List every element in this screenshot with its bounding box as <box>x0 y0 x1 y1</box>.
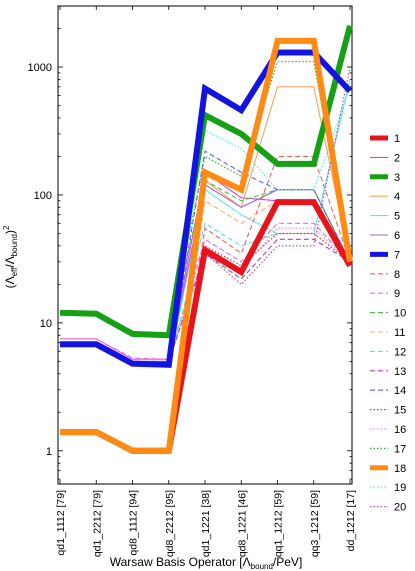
y-label-part: (Λ <box>3 276 17 288</box>
x-tick-label: qd1_1112 [79] <box>55 490 67 556</box>
series-line-18 <box>60 37 353 454</box>
x-tick-label: qd8_1112 [94] <box>128 490 140 556</box>
series-line-6 <box>60 183 351 362</box>
legend-label-5: 5 <box>394 211 400 223</box>
y-label-part: 2 <box>2 225 11 230</box>
series-line-4 <box>60 86 351 452</box>
legend-label-13: 13 <box>394 366 406 378</box>
legend-label-18: 18 <box>394 463 406 475</box>
series-line-9 <box>60 222 351 360</box>
legend-label-4: 4 <box>394 191 400 203</box>
y-tick-label: 1000 <box>28 62 52 74</box>
legend-label-17: 17 <box>394 443 406 455</box>
y-axis-label: (Λeff/Λbound)2 <box>2 225 19 288</box>
legend-label-6: 6 <box>394 230 400 242</box>
legend-label-12: 12 <box>394 346 406 358</box>
series-line-7 <box>60 49 353 368</box>
series-layer <box>59 25 353 454</box>
x-label-part: bound <box>251 562 273 571</box>
legend-label-8: 8 <box>394 269 400 281</box>
legend-label-3: 3 <box>394 172 400 184</box>
series-line-3 <box>59 25 353 339</box>
legend-label-16: 16 <box>394 424 406 436</box>
legend-label-1: 1 <box>394 133 400 145</box>
series-line-11 <box>60 199 351 452</box>
x-tick-label: qd8_2212 [95] <box>164 490 176 557</box>
x-tick-label: qq3_1212 [59] <box>309 490 321 557</box>
plot-frame <box>57 5 353 485</box>
legend-label-2: 2 <box>394 152 400 164</box>
y-label-part: bound <box>10 234 19 256</box>
legend-label-9: 9 <box>394 288 400 300</box>
y-label-part: ) <box>3 230 17 234</box>
y-axis: 1 10 100 1000 <box>28 5 352 480</box>
legend-label-14: 14 <box>394 385 406 397</box>
y-tick-label: 100 <box>34 190 52 202</box>
series-line-16 <box>60 227 351 360</box>
y-tick-label: 10 <box>40 318 52 330</box>
x-tick-label: qd8_1221 [46] <box>236 490 248 557</box>
legend-label-7: 7 <box>394 249 400 261</box>
x-tick-label: qd1_1221 [38] <box>200 490 212 557</box>
x-tick-label: dd_1212 [17] <box>345 490 357 551</box>
legend-label-10: 10 <box>394 308 406 320</box>
legend-label-20: 20 <box>394 502 406 514</box>
legend-label-15: 15 <box>394 405 406 417</box>
y-label-part: eff <box>10 267 19 277</box>
x-tick-label: qd1_2212 [79] <box>91 490 103 557</box>
y-tick-label: 1 <box>46 446 52 458</box>
legend-label-11: 11 <box>394 327 405 339</box>
x-tick-label: qq1_1212 [59] <box>273 490 285 557</box>
x-label-part: /PeV] <box>273 555 302 569</box>
x-axis: qd1_1112 [79] qd1_2212 [79] qd8_1112 [94] q… <box>55 6 357 557</box>
y-label-part: /Λ <box>3 256 17 267</box>
legend-label-19: 19 <box>394 482 406 494</box>
x-label-part: Warsaw Basis Operator [Λ <box>110 555 251 569</box>
x-axis-label: Warsaw Basis Operator [Λbound/PeV] <box>110 555 303 571</box>
plot-area <box>57 5 353 485</box>
